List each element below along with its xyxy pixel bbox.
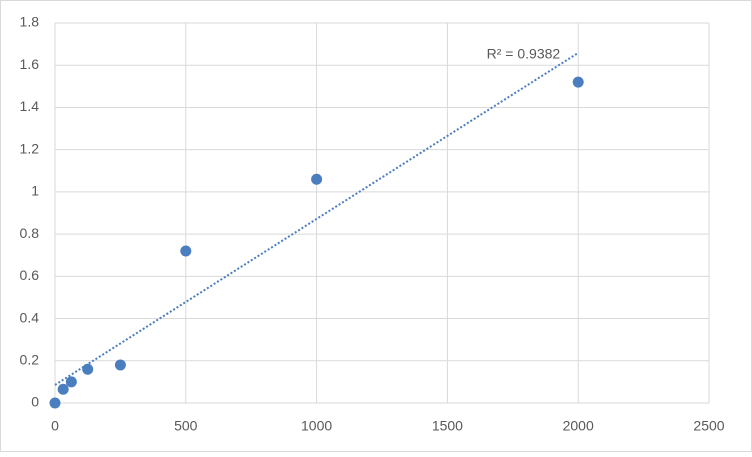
y-tick-label: 0.6 [20, 267, 40, 283]
x-tick-label: 1500 [432, 418, 463, 434]
y-tick-label: 0.2 [20, 351, 40, 367]
point [572, 76, 584, 88]
point [311, 173, 323, 185]
trendline-annotation: R² = 0.9382 [487, 46, 561, 62]
y-tick-label: 1 [31, 183, 39, 199]
point [82, 363, 94, 375]
x-tick-label: 500 [174, 418, 198, 434]
y-tick-label: 1.4 [20, 98, 40, 114]
y-tick-label: 0.4 [20, 309, 40, 325]
y-tick-label: 1.6 [20, 56, 40, 72]
y-tick-label: 0.8 [20, 225, 40, 241]
y-tick-label: 1.2 [20, 140, 40, 156]
y-tick-label: 0 [31, 394, 39, 410]
y-tick-label: 1.8 [20, 14, 40, 30]
x-tick-label: 0 [51, 418, 59, 434]
point [65, 376, 77, 388]
trendline [54, 52, 579, 386]
point [180, 245, 192, 257]
point [114, 359, 126, 371]
point [49, 397, 61, 409]
x-tick-label: 2500 [693, 418, 724, 434]
point [57, 383, 69, 395]
x-tick-label: 2000 [563, 418, 594, 434]
x-tick-label: 1000 [301, 418, 332, 434]
